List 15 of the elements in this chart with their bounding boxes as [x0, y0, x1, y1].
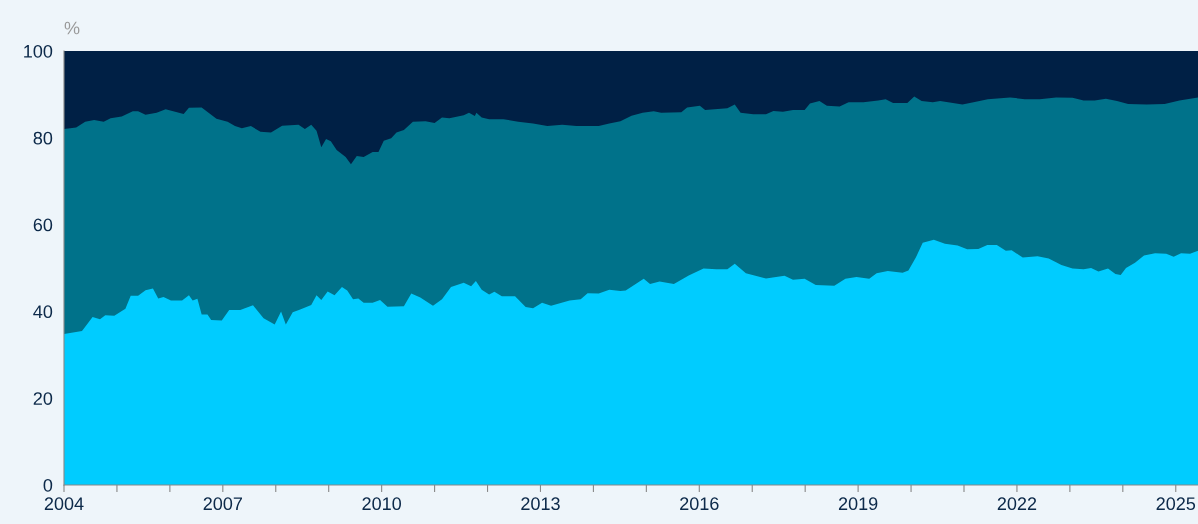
x-tick-label: 2022 [997, 497, 1037, 511]
y-axis-title: % [64, 21, 80, 35]
y-tick-label: 40 [33, 305, 53, 319]
x-tick-label: 2016 [680, 497, 719, 511]
y-tick-label: 80 [33, 131, 53, 145]
x-tick-label: 2007 [203, 497, 242, 511]
y-tick-label: 100 [24, 44, 53, 58]
x-tick-label: 2004 [44, 497, 84, 511]
y-tick-label: 0 [43, 478, 53, 492]
x-tick-label: 2025 [1156, 497, 1196, 511]
y-tick-label: 20 [33, 392, 53, 405]
x-tick-label: 2010 [362, 497, 402, 511]
y-tick-label: 60 [33, 218, 53, 232]
x-tick-label: 2019 [838, 497, 878, 511]
x-tick-label: 2013 [521, 497, 560, 511]
